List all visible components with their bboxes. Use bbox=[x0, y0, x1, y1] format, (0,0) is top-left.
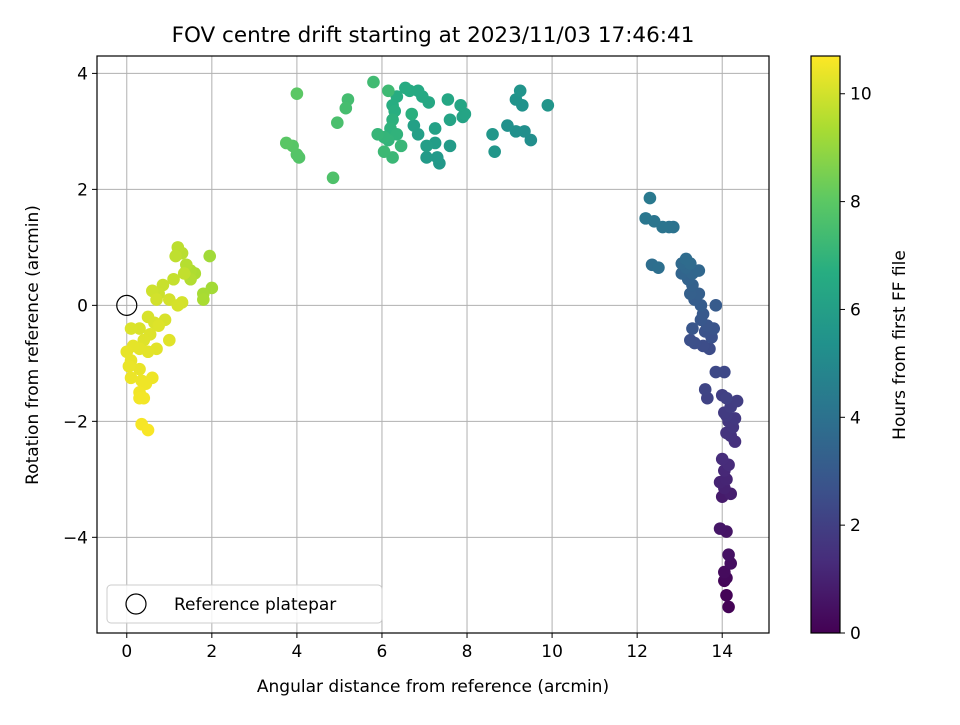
colorbar-tick-label: 4 bbox=[850, 408, 861, 428]
data-point bbox=[679, 252, 693, 266]
data-point bbox=[377, 145, 391, 158]
x-tick-label: 0 bbox=[121, 642, 132, 662]
data-point bbox=[331, 116, 344, 129]
data-point bbox=[405, 107, 419, 121]
data-point bbox=[715, 452, 729, 466]
y-tick-label: 0 bbox=[77, 296, 88, 316]
legend: Reference platepar bbox=[106, 584, 383, 624]
data-point bbox=[177, 267, 191, 280]
data-point bbox=[141, 423, 155, 437]
data-point bbox=[430, 151, 444, 164]
colorbar-ticks: 0 2 4 6 8 10 bbox=[840, 85, 872, 644]
data-point bbox=[139, 377, 153, 390]
data-point bbox=[513, 84, 527, 98]
data-point bbox=[122, 359, 136, 373]
colorbar-tick-label: 8 bbox=[850, 193, 861, 213]
data-point bbox=[486, 127, 499, 141]
data-point bbox=[428, 122, 442, 135]
x-tick-label: 4 bbox=[291, 642, 302, 662]
data-point bbox=[643, 191, 657, 205]
data-point bbox=[163, 333, 176, 347]
data-point bbox=[367, 75, 380, 89]
data-point bbox=[718, 565, 731, 579]
data-point bbox=[652, 261, 665, 274]
data-point bbox=[541, 98, 555, 112]
chart-title: FOV centre drift starting at 2023/11/03 … bbox=[172, 23, 695, 48]
data-point bbox=[441, 93, 455, 106]
x-tick-label: 6 bbox=[377, 642, 388, 662]
data-point bbox=[167, 272, 180, 286]
data-point bbox=[720, 391, 733, 405]
colorbar-tick-label: 2 bbox=[850, 516, 861, 536]
data-point bbox=[488, 145, 501, 158]
data-point bbox=[443, 113, 457, 127]
data-point bbox=[698, 383, 712, 396]
data-point bbox=[407, 119, 421, 132]
data-point bbox=[171, 299, 185, 312]
y-tick-label: 4 bbox=[77, 64, 88, 84]
data-point bbox=[371, 127, 385, 141]
plot-frame bbox=[96, 55, 770, 634]
data-point bbox=[203, 249, 217, 263]
data-point bbox=[290, 87, 304, 100]
y-axis-ticks: −4 −2 0 2 4 bbox=[63, 64, 97, 548]
data-point bbox=[684, 333, 697, 347]
data-point bbox=[524, 133, 538, 147]
legend-box bbox=[106, 584, 383, 624]
data-point bbox=[169, 249, 182, 263]
data-point bbox=[720, 589, 733, 602]
data-point bbox=[133, 362, 146, 376]
colorbar-label: Hours from first FF file bbox=[890, 250, 910, 440]
data-point bbox=[279, 136, 293, 150]
data-point bbox=[454, 98, 467, 112]
colorbar-tick-label: 0 bbox=[850, 624, 861, 644]
data-point bbox=[420, 151, 433, 164]
x-axis-label: Angular distance from reference (arcmin) bbox=[257, 677, 609, 697]
data-point bbox=[722, 600, 735, 614]
x-tick-label: 2 bbox=[206, 642, 217, 662]
data-point bbox=[197, 293, 210, 306]
x-tick-label: 12 bbox=[626, 642, 648, 662]
data-point bbox=[501, 119, 514, 132]
colorbar-scale bbox=[810, 55, 841, 634]
x-tick-label: 10 bbox=[541, 642, 563, 662]
data-point bbox=[420, 139, 433, 153]
data-point bbox=[394, 139, 408, 153]
colorbar: 0 2 4 6 8 10 Hours from first FF file bbox=[810, 55, 910, 644]
colorbar-tick-label: 6 bbox=[850, 300, 861, 320]
y-tick-label: −4 bbox=[63, 528, 88, 548]
y-tick-label: 2 bbox=[77, 180, 88, 200]
data-point bbox=[692, 264, 706, 277]
data-point bbox=[150, 293, 163, 306]
data-point bbox=[124, 371, 138, 385]
data-point bbox=[686, 322, 699, 335]
data-point bbox=[152, 319, 165, 332]
legend-entry-reference-platepar: Reference platepar bbox=[174, 595, 336, 615]
data-points bbox=[120, 75, 744, 614]
x-tick-label: 14 bbox=[711, 642, 733, 662]
reference-marker-group bbox=[116, 294, 138, 316]
data-point bbox=[137, 391, 151, 405]
data-point bbox=[709, 365, 723, 379]
colorbar-tick-label: 10 bbox=[850, 85, 872, 105]
data-point bbox=[713, 522, 727, 535]
data-point bbox=[382, 84, 395, 98]
data-point bbox=[399, 81, 412, 95]
y-tick-label: −2 bbox=[63, 412, 88, 432]
data-point bbox=[709, 299, 723, 312]
y-axis-label: Rotation from reference (arcmin) bbox=[23, 205, 43, 485]
x-tick-label: 8 bbox=[462, 642, 473, 662]
data-point bbox=[730, 394, 744, 408]
data-point bbox=[443, 139, 457, 153]
data-point bbox=[124, 322, 138, 335]
data-point bbox=[639, 212, 652, 225]
x-axis-ticks: 0 2 4 6 8 10 12 14 bbox=[121, 633, 733, 662]
data-point bbox=[339, 101, 353, 115]
data-point bbox=[326, 171, 340, 185]
legend-marker-icon bbox=[125, 593, 147, 615]
data-point bbox=[722, 548, 735, 562]
reference-platepar-marker bbox=[116, 294, 138, 316]
